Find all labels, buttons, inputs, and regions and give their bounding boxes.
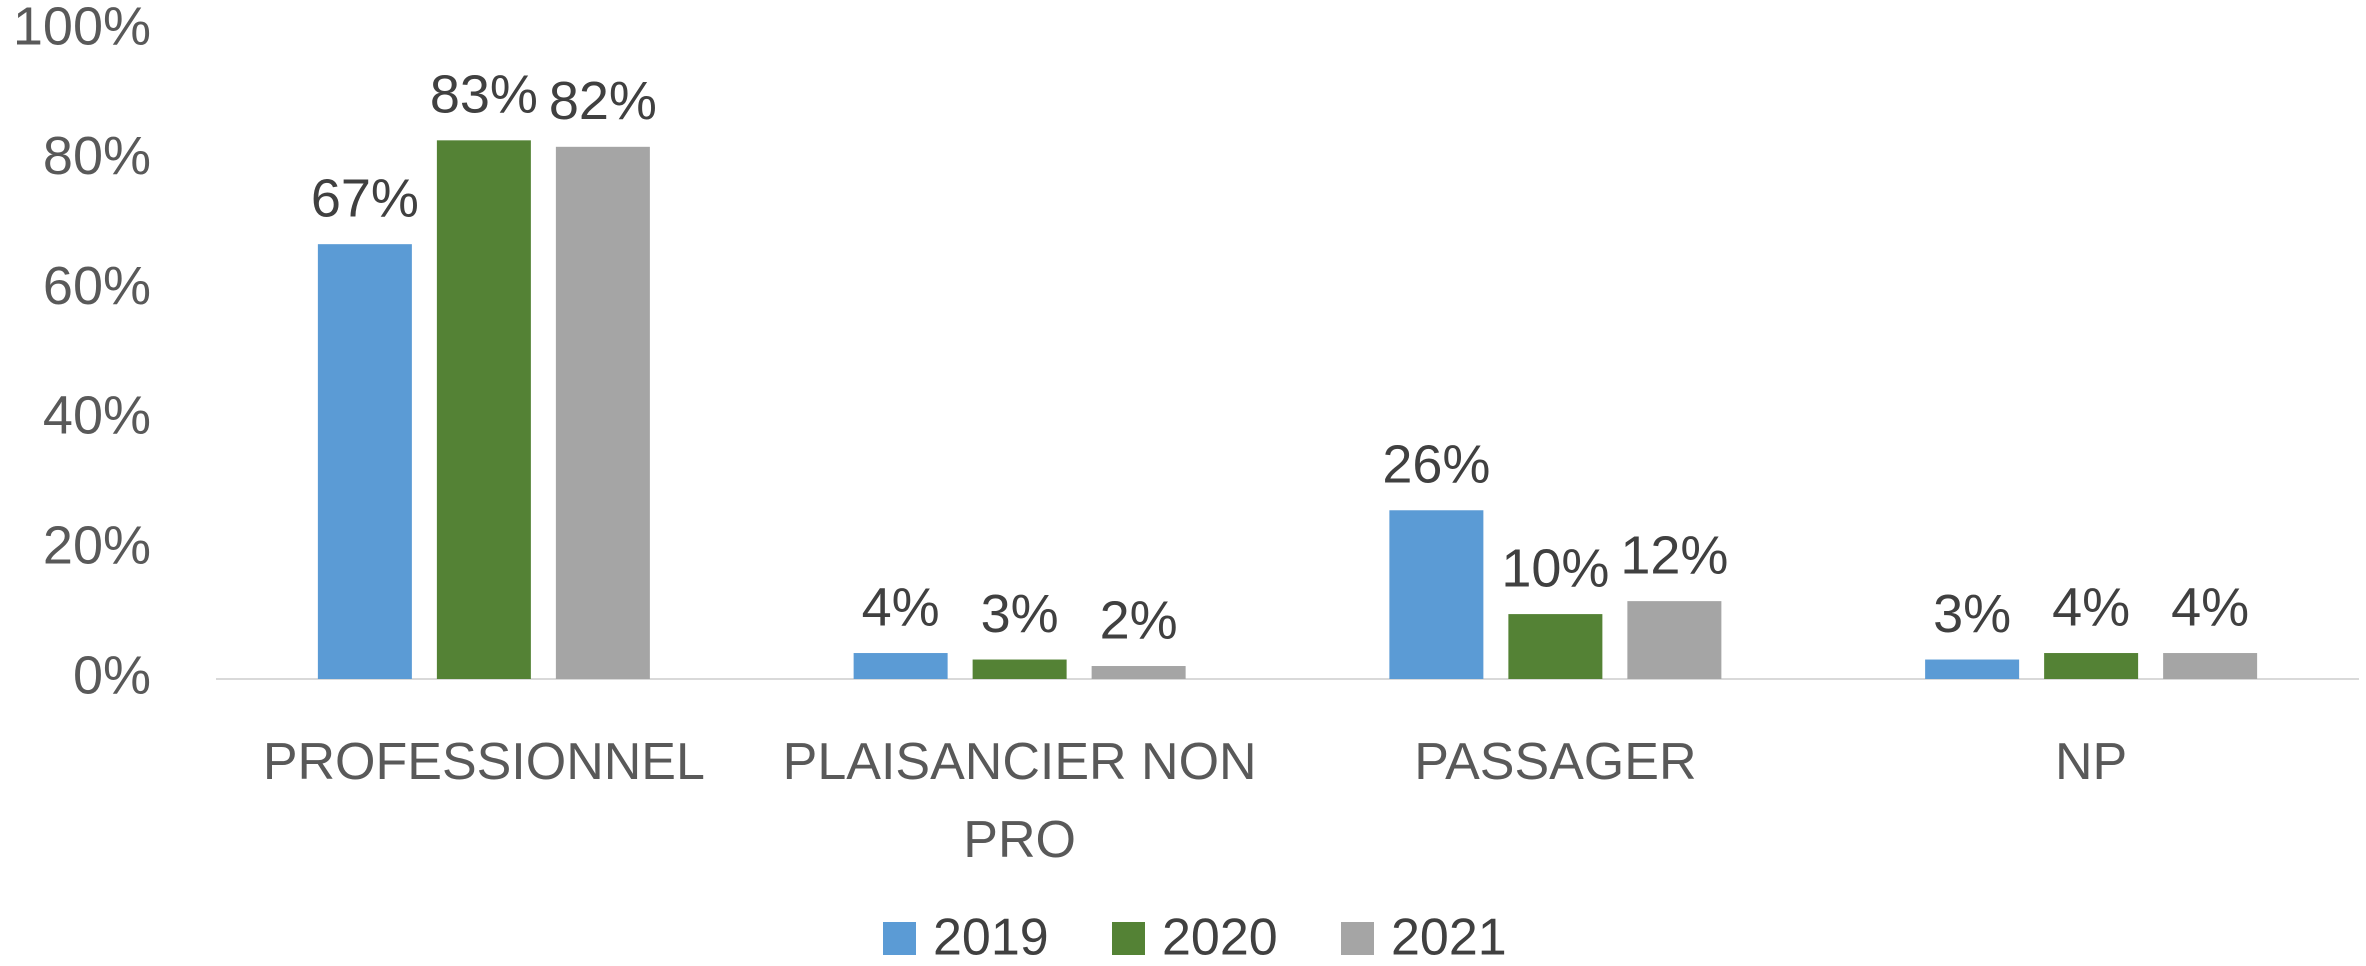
bar	[1627, 601, 1722, 679]
bar	[436, 140, 531, 679]
data-label: 3%	[1933, 584, 2011, 644]
data-label: 12%	[1620, 525, 1728, 585]
y-tick-label: 40%	[43, 386, 151, 446]
bar	[1091, 666, 1186, 679]
x-tick-label: PLAISANCIER NON PRO	[782, 733, 1257, 869]
bar	[1925, 659, 2020, 679]
legend-swatch	[883, 922, 916, 955]
y-tick-label: 60%	[43, 256, 151, 316]
legend-swatch	[1112, 922, 1145, 955]
data-label: 10%	[1501, 538, 1609, 598]
bar	[2163, 653, 2258, 679]
legend-label: 2020	[1162, 909, 1278, 966]
x-tick-label: PROFESSIONNEL	[262, 733, 705, 791]
data-label: 82%	[549, 71, 657, 131]
data-label: 4%	[2052, 577, 2130, 637]
bar	[853, 653, 948, 679]
data-label: 67%	[311, 168, 419, 228]
y-tick-label: 100%	[13, 0, 151, 56]
data-label: 26%	[1382, 435, 1490, 495]
x-tick-label: PASSAGER	[1414, 733, 1697, 791]
data-label: 4%	[862, 577, 940, 637]
bar	[317, 244, 412, 680]
y-tick-label: 80%	[43, 126, 151, 186]
legend-label: 2021	[1391, 909, 1507, 966]
bar	[1389, 510, 1484, 679]
bar	[1508, 614, 1603, 679]
bar	[972, 659, 1067, 679]
y-tick-label: 0%	[73, 645, 151, 705]
data-label: 83%	[430, 65, 538, 125]
x-tick-label: NP	[2055, 733, 2128, 791]
data-label: 2%	[1100, 590, 1178, 650]
legend-swatch	[1341, 922, 1374, 955]
bar	[2044, 653, 2139, 679]
data-label: 4%	[2171, 577, 2249, 637]
bar	[555, 146, 650, 679]
data-label: 3%	[981, 584, 1059, 644]
legend-label: 2019	[933, 909, 1049, 966]
y-tick-label: 20%	[43, 515, 151, 575]
